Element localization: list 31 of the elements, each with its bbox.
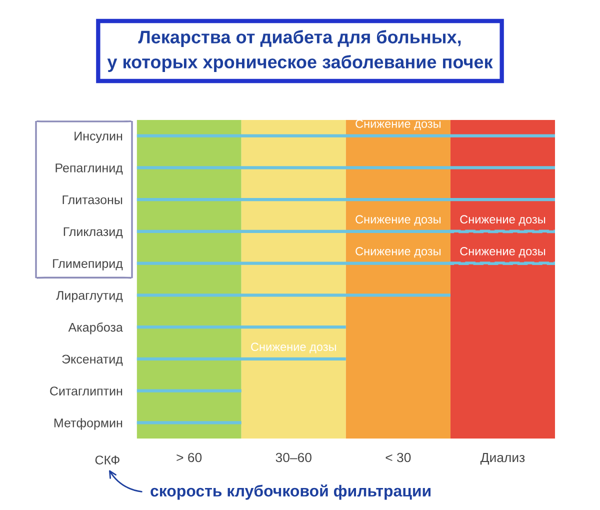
text: СКФ — [95, 456, 120, 464]
band-label: Диализ — [480, 452, 525, 465]
bar — [136, 389, 242, 392]
annotation: Снижение дозы — [356, 215, 440, 226]
annotation: Снижение дозы — [460, 247, 546, 258]
y-tick-label: Эксенатид — [62, 354, 123, 366]
annotation: Снижение дозы — [356, 247, 440, 258]
bar — [136, 198, 555, 202]
band-label: 30–60 — [276, 452, 312, 462]
y-tick-label: Репаглинид — [56, 164, 123, 175]
bar — [136, 357, 346, 361]
band-label: > 60 — [176, 452, 202, 462]
text: скорость клубочковой фильтрации — [150, 484, 430, 500]
y-tick-label: Глимепирид — [53, 259, 123, 270]
chart-title: Лекарства от диабета для больных, у которых хроническое заболевание почек — [107, 30, 493, 72]
y-tick-label: Ситаглиптин — [50, 386, 122, 396]
band-label: < 30 — [386, 452, 411, 462]
y-tick-label: Лираглутид — [56, 291, 123, 302]
bar — [136, 294, 450, 297]
bar — [136, 421, 242, 424]
y-tick-label: Гликлазид — [64, 227, 123, 238]
y-tick-label: Инсулин — [74, 132, 122, 143]
y-tick-label: Метформин — [54, 418, 122, 430]
annotation: Снижение дозы — [356, 120, 440, 130]
annotation: Снижение дозы — [251, 342, 336, 354]
bar — [136, 134, 555, 138]
bar — [136, 166, 555, 170]
bar — [136, 325, 346, 329]
y-tick-label: Акарбоза — [68, 322, 123, 334]
annotation: Снижение дозы — [460, 215, 546, 226]
y-tick-label: Глитазоны — [62, 195, 122, 204]
